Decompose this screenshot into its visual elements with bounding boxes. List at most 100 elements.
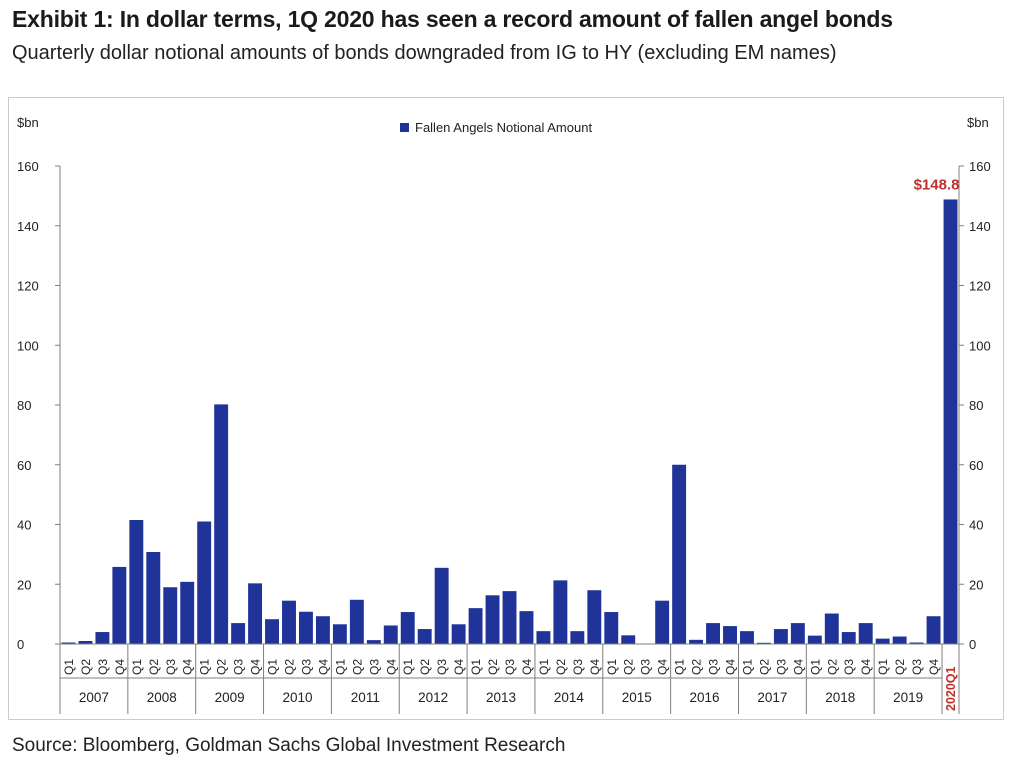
bar (315, 616, 330, 644)
bar (485, 595, 500, 644)
x-tick-label: Q4 (927, 659, 941, 675)
y-tick-label-right: 100 (969, 338, 991, 353)
x-tick-label: Q1 (130, 659, 144, 675)
x-tick-label: Q3 (232, 659, 246, 675)
year-label: 2017 (757, 690, 787, 705)
bar (740, 631, 754, 644)
x-tick-label: Q3 (367, 659, 381, 675)
year-label: 2014 (554, 690, 585, 705)
chart-subtitle: Quarterly dollar notional amounts of bon… (12, 42, 837, 64)
year-label: 2009 (215, 690, 245, 705)
bar (909, 642, 924, 644)
bar (231, 623, 246, 644)
x-tick-label: Q2 (147, 659, 161, 675)
bar (587, 590, 602, 644)
year-label: 2012 (418, 690, 448, 705)
x-tick-label: Q2 (350, 659, 364, 675)
year-label: 2015 (622, 690, 652, 705)
x-tick-label: Q1 (876, 659, 890, 675)
bar (180, 581, 195, 644)
year-label: 2019 (893, 690, 923, 705)
x-tick-label: Q1 (537, 659, 551, 675)
x-tick-label: Q4 (384, 659, 398, 675)
bar (451, 624, 466, 644)
x-tick-label: Q1 (333, 659, 347, 675)
bar (858, 623, 873, 644)
year-label: 2010 (282, 690, 312, 705)
x-tick-label: Q1 (469, 659, 483, 675)
y-tick-label-right: 60 (969, 458, 983, 473)
x-tick-label: Q1 (740, 659, 754, 675)
x-tick-label: Q1 (605, 659, 619, 675)
bar (672, 464, 687, 644)
bar (756, 642, 771, 644)
year-label: 2008 (147, 690, 177, 705)
bar-chart: 0 0 20 20 40 40 60 60 80 80 100 100 120 120 140 140 160 1… (17, 115, 991, 714)
x-tick-label: Q3 (639, 659, 653, 675)
bar (214, 404, 229, 644)
bar (824, 613, 839, 644)
y-axis-unit-right: $bn (967, 115, 989, 130)
x-tick-label: Q2 (825, 659, 839, 675)
bar (112, 566, 127, 644)
x-label-2020q1: 2020Q1 (944, 666, 958, 711)
y-axis-unit-left: $bn (17, 115, 39, 130)
bar (468, 608, 483, 644)
x-tick-label: Q4 (181, 659, 195, 675)
bar (892, 636, 907, 644)
y-tick-label-left: 160 (17, 159, 39, 174)
chart-frame: 0 0 20 20 40 40 60 60 80 80 100 100 120 120 140 140 160 1… (8, 97, 1004, 720)
y-tick-label-left: 20 (17, 577, 31, 592)
bar (299, 611, 313, 644)
bar (434, 567, 449, 644)
year-label: 2007 (79, 690, 109, 705)
bar (807, 635, 822, 644)
y-tick-label-left: 80 (17, 398, 31, 413)
x-tick-label: Q3 (96, 659, 110, 675)
value-annotation: $148.8 (914, 176, 960, 193)
x-tick-label: Q4 (452, 659, 466, 675)
bar (95, 632, 110, 644)
bar (875, 638, 890, 644)
bar (570, 631, 585, 644)
x-tick-label: Q2 (215, 659, 229, 675)
y-tick-label-right: 0 (969, 637, 976, 652)
x-tick-label: Q2 (282, 659, 296, 675)
x-tick-label: Q4 (791, 659, 805, 675)
x-tick-label: Q2 (486, 659, 500, 675)
x-tick-label: Q4 (249, 659, 263, 675)
y-tick-label-right: 120 (969, 279, 991, 294)
y-tick-label-left: 40 (17, 518, 31, 533)
bar (61, 642, 76, 644)
y-tick-label-right: 40 (969, 518, 983, 533)
x-tick-label: Q1 (62, 659, 76, 675)
bar (943, 199, 958, 644)
x-tick-label: Q3 (164, 659, 178, 675)
bar (417, 629, 432, 644)
x-tick-label: Q4 (520, 659, 534, 675)
x-tick-label: Q2 (690, 659, 704, 675)
bar (536, 631, 551, 644)
x-tick-label: Q4 (113, 659, 127, 675)
source-note: Source: Bloomberg, Goldman Sachs Global … (12, 735, 566, 756)
bar (129, 520, 144, 644)
y-tick-label-right: 80 (969, 398, 983, 413)
y-tick-label-left: 140 (17, 219, 39, 234)
bar (604, 612, 619, 644)
bar (655, 600, 670, 644)
bar (265, 619, 279, 644)
x-tick-label: Q4 (656, 659, 670, 675)
y-tick-label-left: 0 (17, 637, 24, 652)
x-tick-label: Q2 (622, 659, 636, 675)
y-tick-label-left: 100 (17, 338, 39, 353)
x-tick-label: Q3 (435, 659, 449, 675)
x-tick-label: Q3 (707, 659, 721, 675)
bar (773, 629, 788, 644)
year-label: 2011 (351, 690, 380, 705)
bar (689, 639, 704, 644)
bar (706, 623, 720, 644)
bar (146, 551, 161, 644)
bar (502, 591, 517, 644)
x-tick-label: Q3 (571, 659, 585, 675)
y-tick-label-left: 60 (17, 458, 31, 473)
